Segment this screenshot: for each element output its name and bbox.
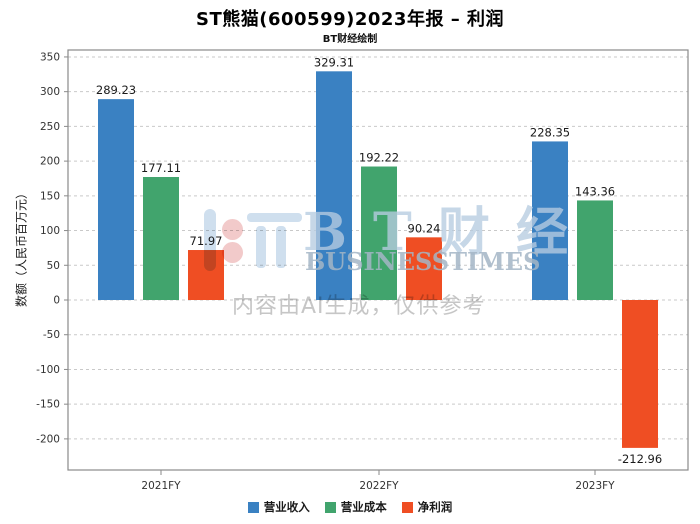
legend-swatch-icon: [401, 501, 413, 513]
legend-swatch-icon: [247, 501, 259, 513]
legend-label: 净利润: [417, 500, 453, 514]
bar-value-label: 177.11: [141, 161, 181, 175]
y-tick-label: 200: [40, 156, 60, 168]
plot-border: [67, 49, 689, 471]
bar-净利润-2021FY: [188, 250, 224, 300]
y-tick-label: 250: [40, 121, 60, 133]
legend-label: 营业成本: [340, 500, 387, 514]
bar-value-label: 90.24: [408, 221, 441, 235]
chart-title: ST熊猫(600599)2023年报 – 利润: [196, 9, 504, 30]
y-tick-label: -50: [43, 329, 60, 341]
bar-营业收入-2022FY: [316, 71, 352, 300]
bar-value-label: 329.31: [314, 55, 354, 69]
y-tick-label: 300: [40, 86, 60, 98]
bar-value-label: 289.23: [96, 83, 136, 97]
bar-value-label: -212.96: [618, 452, 662, 466]
y-tick-label: 50: [47, 260, 60, 272]
bar-value-label: 192.22: [359, 151, 399, 165]
bar-value-label: 143.36: [575, 184, 615, 198]
legend-label: 营业收入: [263, 500, 310, 514]
bar-营业收入-2021FY: [98, 99, 134, 300]
y-tick-label: 0: [53, 295, 60, 307]
y-tick-label: 150: [40, 190, 60, 202]
x-tick-label: 2022FY: [359, 480, 399, 492]
bar-营业成本-2022FY: [361, 166, 397, 300]
chart-subtitle: BT财经绘制: [322, 34, 378, 45]
bar-value-label: 228.35: [530, 125, 570, 139]
bar-净利润-2023FY: [622, 300, 658, 448]
y-tick-label: 350: [40, 51, 60, 63]
legend-swatch-icon: [324, 501, 336, 513]
legend-item-净利润: 净利润: [401, 499, 453, 515]
legend-item-营业收入: 营业收入: [247, 499, 310, 515]
bar-营业收入-2023FY: [532, 141, 568, 300]
bar-营业成本-2023FY: [577, 200, 613, 300]
y-tick-label: -200: [36, 433, 60, 445]
bar-value-label: 71.97: [190, 234, 223, 248]
bar-净利润-2022FY: [406, 237, 442, 300]
y-tick-label: -150: [36, 399, 60, 411]
y-tick-label: -100: [36, 364, 60, 376]
y-axis-title: 数额（人民币百万元）: [14, 186, 29, 308]
chart-legend: 营业收入 营业成本 净利润: [0, 499, 700, 515]
y-tick-label: 100: [40, 225, 60, 237]
bar-营业成本-2021FY: [143, 177, 179, 300]
legend-item-营业成本: 营业成本: [324, 499, 387, 515]
x-tick-label: 2021FY: [141, 480, 181, 492]
x-tick-label: 2023FY: [575, 480, 615, 492]
